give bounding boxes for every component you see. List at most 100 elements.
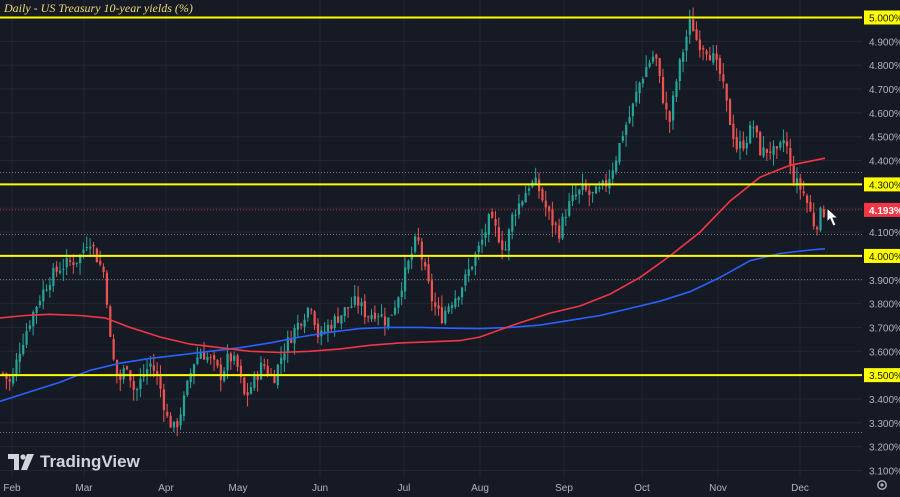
candle-body <box>625 124 628 136</box>
candle-body <box>306 307 310 318</box>
candle-body <box>621 136 624 141</box>
dotted-levels <box>0 172 862 433</box>
candle-body <box>661 77 665 103</box>
candle-body <box>742 140 745 149</box>
candle-body <box>417 237 420 241</box>
candle-body <box>725 83 728 101</box>
tradingview-logo-icon <box>8 454 34 470</box>
candle-body <box>467 269 470 276</box>
candle-body <box>213 355 216 360</box>
x-tick-label: Oct <box>634 483 650 494</box>
candle-body <box>179 414 182 426</box>
candle-body <box>481 239 484 245</box>
candle-body <box>373 312 377 319</box>
candle-body <box>146 369 149 374</box>
candle-body <box>785 141 789 147</box>
candle-body <box>196 357 199 364</box>
candle-body <box>256 375 259 380</box>
candle-body <box>226 353 229 371</box>
candle-body <box>708 55 712 61</box>
candle-body <box>12 373 15 384</box>
tradingview-logo[interactable]: TradingView <box>8 452 140 472</box>
candle-body <box>806 195 809 203</box>
candle-body <box>514 214 517 216</box>
y-tick-label: 4.100% <box>869 228 900 239</box>
level-label: 3.500% <box>869 371 900 382</box>
candle-body <box>377 315 380 317</box>
candle-body <box>440 307 444 323</box>
candle-body <box>755 125 758 133</box>
candle-body <box>722 74 725 82</box>
candle-body <box>695 29 698 40</box>
candle-body <box>789 148 792 165</box>
candle-body <box>18 353 21 362</box>
candle-body <box>702 47 705 50</box>
candle-body <box>239 365 243 377</box>
candle-body <box>812 212 815 227</box>
candle-body <box>732 123 735 140</box>
candle-body <box>735 137 738 150</box>
candle-body <box>457 297 460 301</box>
level-label: 5.000% <box>869 14 900 25</box>
chart-title: Daily - US Treasury 10-year yields (%) <box>4 1 193 15</box>
candle-body <box>759 131 762 156</box>
candle-body <box>561 216 564 239</box>
candle-body <box>678 59 681 82</box>
candle-body <box>739 141 742 149</box>
candle-body <box>296 322 299 330</box>
candle-body <box>397 297 400 308</box>
candle-body <box>809 201 812 212</box>
candle-body <box>564 216 567 218</box>
candle-body <box>102 266 105 273</box>
candle-body <box>390 314 393 316</box>
candle-body <box>692 19 695 32</box>
cursor-arrow-icon <box>826 206 840 227</box>
candle-body <box>75 262 78 264</box>
candle-body <box>584 184 588 191</box>
candle-body <box>437 305 440 309</box>
candle-body <box>822 209 825 218</box>
candle-body <box>42 289 45 302</box>
candle-body <box>162 389 165 411</box>
y-axis-background <box>862 0 900 497</box>
candle-body <box>802 191 805 194</box>
candle-body <box>132 381 135 390</box>
candle-body <box>286 337 289 353</box>
candle-body <box>283 353 286 361</box>
candle-body <box>645 66 648 78</box>
candle-body <box>641 79 645 84</box>
y-tick-label: 4.700% <box>869 85 900 96</box>
candle-body <box>816 227 819 230</box>
candle-body <box>507 229 511 251</box>
candle-body <box>779 142 782 148</box>
candle-body <box>370 315 373 320</box>
horizontal-levels <box>0 16 862 377</box>
candle-body <box>55 266 58 272</box>
candle-body <box>393 307 397 315</box>
candle-body <box>611 170 614 179</box>
candle-body <box>330 324 333 329</box>
candle-body <box>115 359 119 375</box>
candle-body <box>571 194 574 202</box>
y-tick-label: 3.700% <box>869 323 900 334</box>
candle-body <box>698 39 701 51</box>
y-tick-label: 3.600% <box>869 347 900 358</box>
candle-body <box>769 151 772 153</box>
candle-body <box>638 82 641 94</box>
candle-body <box>782 139 785 144</box>
candle-body <box>300 324 303 326</box>
candle-body <box>541 189 544 201</box>
candle-body <box>705 50 708 55</box>
candle-body <box>772 146 775 155</box>
candle-body <box>578 189 581 195</box>
level-label-box <box>864 368 900 383</box>
candle-body <box>494 219 497 226</box>
candle-body <box>343 307 346 317</box>
candle-body <box>511 214 514 232</box>
candle-body <box>484 232 487 239</box>
settings-gear-icon[interactable] <box>876 479 888 491</box>
candle-body <box>718 58 722 74</box>
candle-body <box>383 316 387 326</box>
candle-body <box>454 298 457 308</box>
candle-body <box>685 36 688 51</box>
